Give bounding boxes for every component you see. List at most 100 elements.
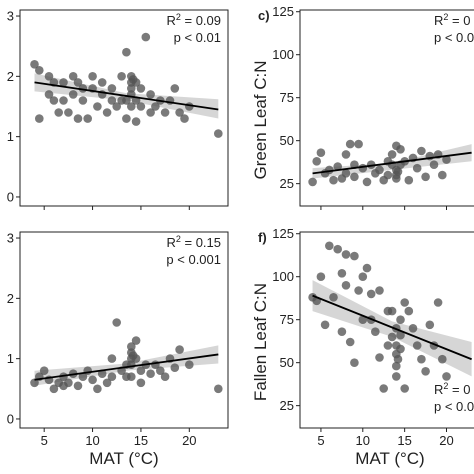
data-point <box>78 96 88 105</box>
data-point <box>421 172 430 182</box>
data-point <box>387 306 397 316</box>
data-point <box>73 78 83 87</box>
data-point <box>425 320 435 330</box>
data-point <box>404 175 414 185</box>
data-point <box>412 163 422 173</box>
data-point <box>73 114 83 123</box>
data-point <box>30 378 39 388</box>
data-point <box>185 360 194 370</box>
data-point <box>404 306 414 316</box>
data-point <box>341 169 351 178</box>
y-axis-label: Fallen Leaf C:N <box>251 283 270 401</box>
y-tick-label: 50 <box>280 355 294 370</box>
data-point <box>107 354 117 363</box>
p-value-label: p < 0.001 <box>166 252 221 267</box>
data-point <box>131 354 141 363</box>
data-point <box>358 272 368 282</box>
data-point <box>49 384 59 394</box>
data-point <box>131 336 141 345</box>
r-squared-label: R2 = 0 <box>434 381 470 397</box>
data-point <box>59 78 68 87</box>
panel-bottom-left: 0 1 2 3 5 10 15 20 MAT (°C) R2 = 0.15 p < 0.001 <box>7 231 229 468</box>
data-point <box>35 114 44 123</box>
y-tick-label: 0 <box>7 189 14 204</box>
p-value-label: p < 0.0 <box>434 30 474 45</box>
x-tick-label: 15 <box>397 433 411 448</box>
x-tick-label: 20 <box>439 433 453 448</box>
data-point <box>383 341 393 350</box>
data-point <box>93 384 102 394</box>
y-tick-label: 3 <box>7 231 14 246</box>
x-tick-label: 10 <box>356 433 370 448</box>
x-tick-label: 5 <box>41 433 48 448</box>
data-point <box>383 170 393 180</box>
data-point <box>350 358 359 368</box>
data-point <box>341 281 351 290</box>
y-tick-label: 25 <box>280 398 294 413</box>
data-point <box>396 330 405 340</box>
data-point <box>35 66 44 75</box>
data-point <box>78 372 88 382</box>
data-point <box>131 78 141 87</box>
data-point <box>375 353 384 362</box>
data-point <box>122 96 131 105</box>
data-point <box>358 315 368 325</box>
data-point <box>438 170 447 180</box>
data-point <box>375 286 384 295</box>
p-value-label: p < 0.0 <box>434 399 474 414</box>
y-tick-label: 75 <box>280 90 294 105</box>
data-point <box>392 372 401 381</box>
data-point <box>396 315 405 325</box>
data-point <box>396 344 405 354</box>
panel-bottom-right: 25 50 75 100 125 5 10 15 20 MAT (°C) Fallen Leaf C… <box>251 226 474 468</box>
data-point <box>387 150 397 159</box>
data-point <box>392 361 401 371</box>
data-point <box>83 114 92 123</box>
data-point <box>329 293 338 302</box>
data-point <box>362 177 372 187</box>
data-point <box>429 160 439 169</box>
panel-label: c) <box>258 8 270 23</box>
r-squared-label: R2 = 0.15 <box>166 234 221 250</box>
data-point <box>350 251 359 261</box>
data-point <box>387 332 397 342</box>
data-point <box>112 318 121 327</box>
data-point <box>337 327 347 337</box>
data-point <box>39 366 49 376</box>
data-point <box>97 78 107 87</box>
p-value-label: p < 0.01 <box>174 30 221 45</box>
x-axis-label: MAT (°C) <box>89 449 158 468</box>
panel-top-left: 0 1 2 3 R2 = 0.09 p < 0.01 <box>7 9 229 210</box>
y-tick-label: 1 <box>7 129 14 144</box>
data-point <box>68 72 78 81</box>
data-point <box>375 165 384 175</box>
data-point <box>400 384 410 393</box>
r-squared-label: R2 = 0 <box>434 12 470 28</box>
y-axis-label: Green Leaf C:N <box>251 60 270 179</box>
data-point <box>107 372 117 382</box>
data-point <box>117 72 126 81</box>
x-tick-label: 5 <box>317 433 324 448</box>
data-point <box>341 150 351 159</box>
data-point <box>408 324 418 333</box>
data-point <box>54 108 63 117</box>
data-point <box>127 84 136 93</box>
y-tick-label: 0 <box>7 411 14 426</box>
data-point <box>175 345 184 354</box>
data-point <box>214 129 223 138</box>
data-point <box>329 175 338 185</box>
fit-line <box>312 151 472 175</box>
data-point <box>316 272 326 282</box>
y-tick-label: 25 <box>280 176 294 191</box>
y-tick-label: 1 <box>7 351 14 366</box>
data-point <box>127 102 136 111</box>
data-point <box>44 90 54 99</box>
panel-label: f) <box>258 230 267 245</box>
data-point <box>333 162 343 171</box>
data-point <box>146 369 155 379</box>
data-point <box>417 354 426 364</box>
data-point <box>392 174 401 183</box>
y-tick-label: 3 <box>7 9 14 24</box>
data-point <box>308 177 317 187</box>
data-point <box>320 320 330 330</box>
